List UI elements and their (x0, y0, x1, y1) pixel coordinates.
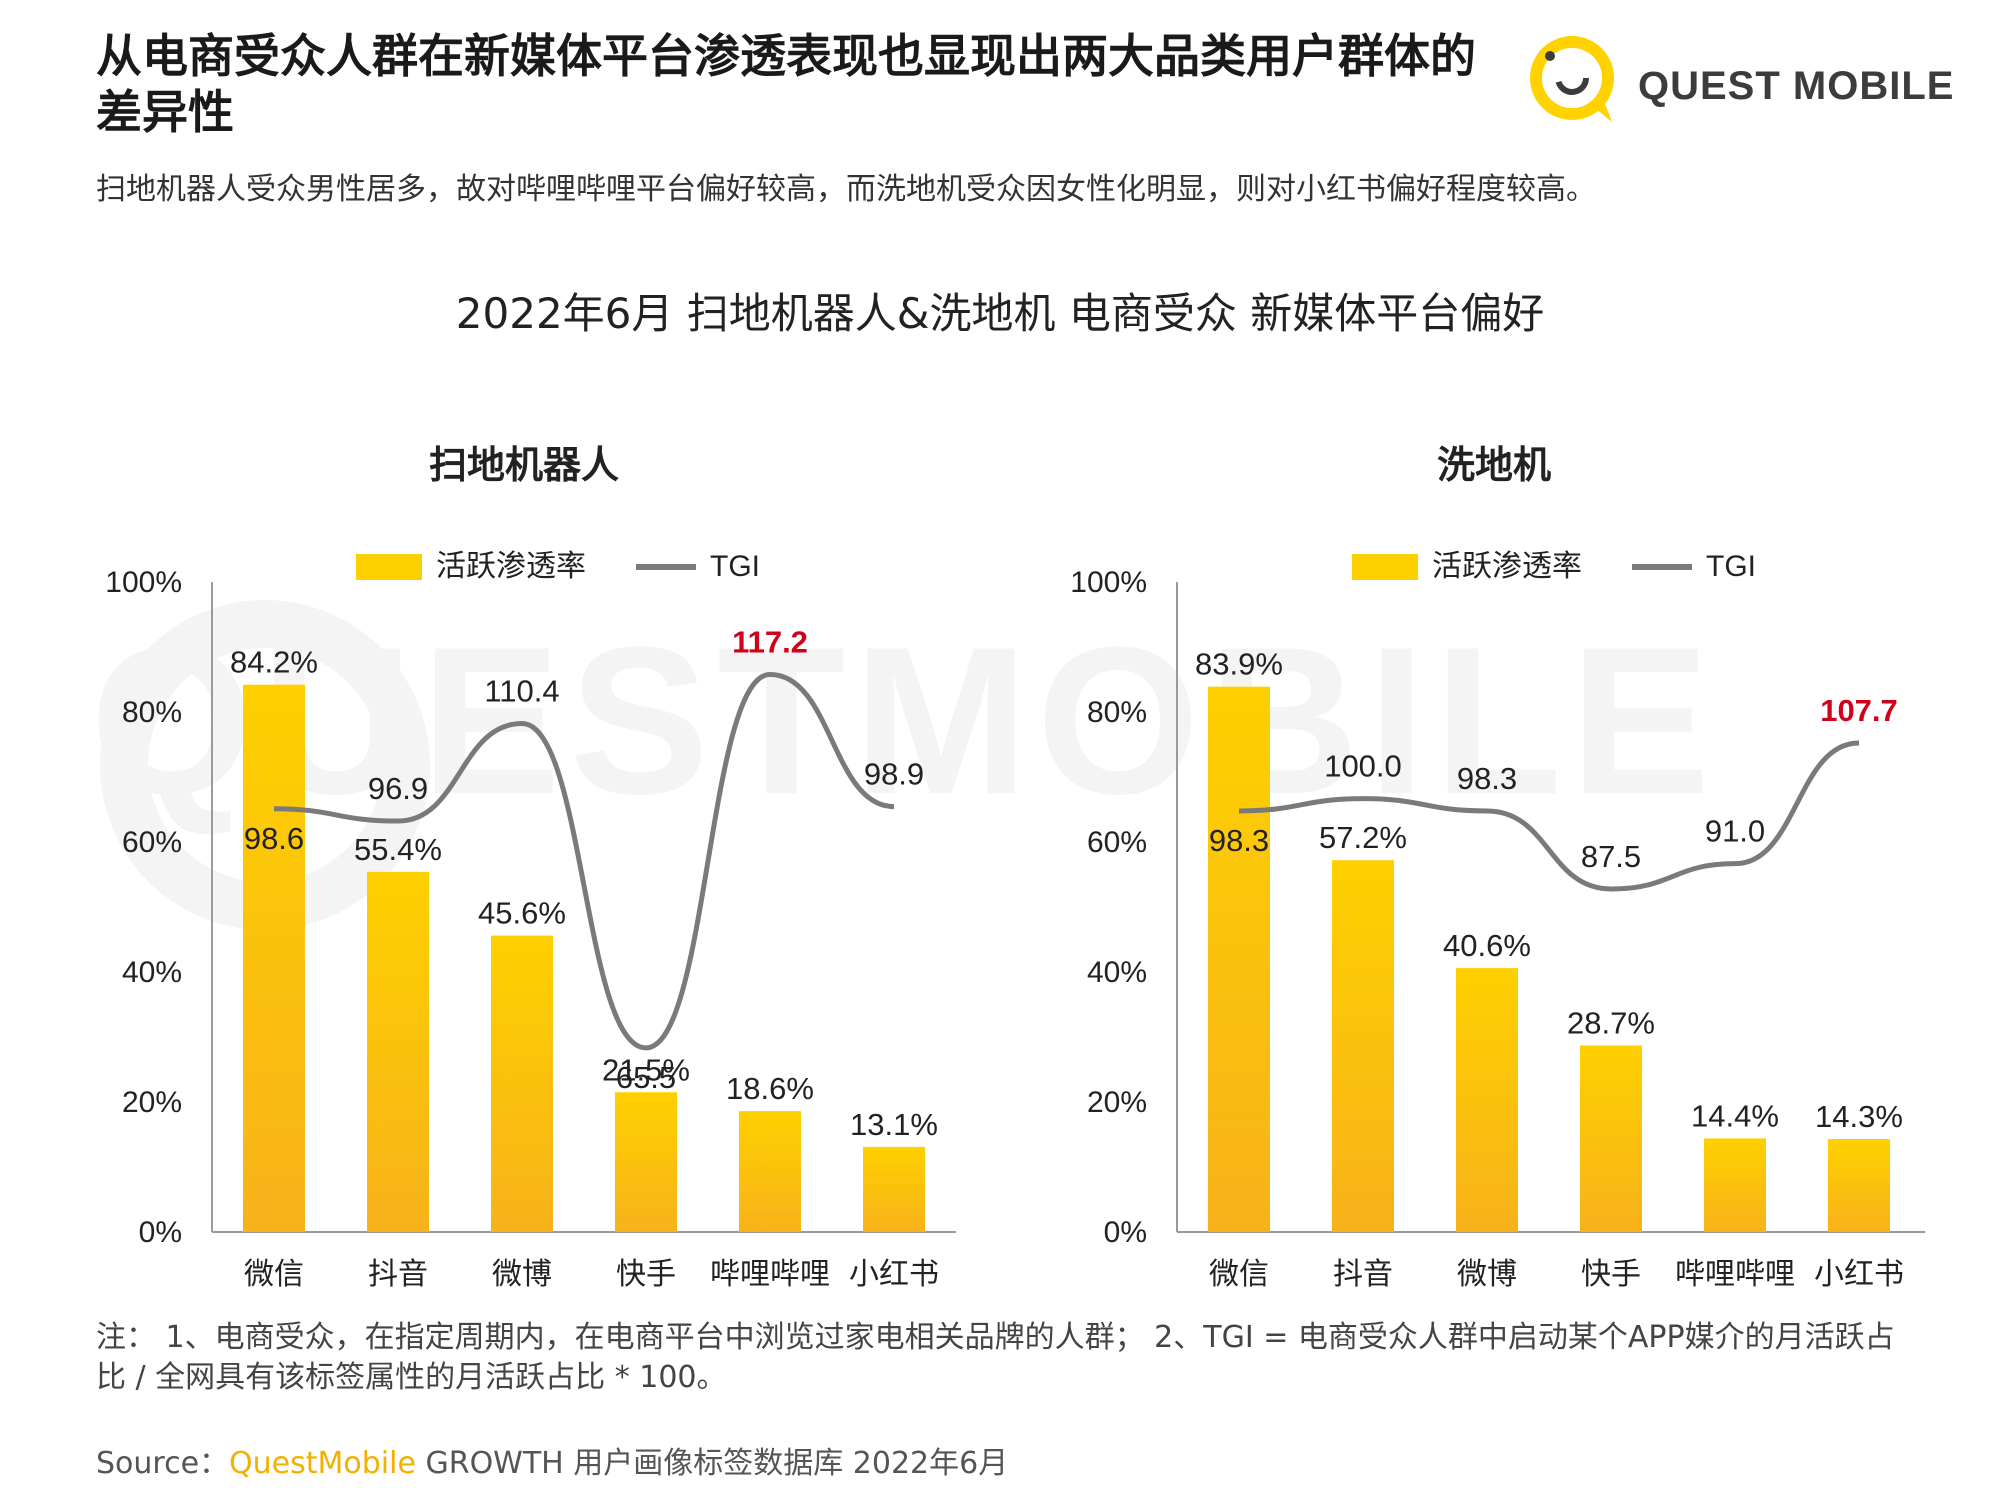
y-tick-label: 20% (1087, 1086, 1147, 1119)
bar-value-label: 83.9% (1195, 647, 1283, 682)
source-brand: QuestMobile (229, 1446, 416, 1481)
footnote: 注： 1、电商受众，在指定周期内，在电商平台中浏览过家电相关品牌的人群； 2、T… (96, 1320, 1895, 1395)
bar (1580, 1045, 1642, 1232)
bar (1208, 686, 1270, 1232)
y-tick-label: 100% (105, 566, 182, 599)
bar (739, 1111, 801, 1232)
bar (1456, 968, 1518, 1232)
bar-value-label: 84.2% (230, 645, 318, 680)
bar-value-label: 14.3% (1815, 1099, 1903, 1134)
y-tick-label: 0% (139, 1216, 182, 1249)
tgi-value-label: 100.0 (1324, 749, 1402, 784)
tgi-value-label: 65.5 (616, 1060, 676, 1095)
tgi-value-label: 96.9 (368, 771, 428, 806)
legend-swatch-bar (356, 554, 422, 580)
bar-value-label: 40.6% (1443, 928, 1531, 963)
x-tick-label: 微博 (492, 1257, 552, 1292)
source-line: Source：QuestMobile GROWTH 用户画像标签数据库 2022… (96, 1438, 1008, 1482)
legend-label-bar: 活跃渗透率 (1432, 549, 1582, 584)
x-tick-label: 小红书 (849, 1257, 939, 1292)
source-prefix: Source： (96, 1446, 230, 1481)
bar-value-label: 18.6% (726, 1071, 814, 1106)
y-tick-label: 60% (122, 826, 182, 859)
bar (1332, 860, 1394, 1232)
bar (615, 1092, 677, 1232)
tgi-value-label: 98.9 (864, 757, 924, 792)
bar (243, 684, 305, 1232)
y-tick-label: 80% (122, 696, 182, 729)
y-tick-label: 0% (1104, 1216, 1147, 1249)
legend-label-line: TGI (1706, 550, 1756, 583)
x-tick-label: 哔哩哔哩 (710, 1257, 830, 1292)
bar-value-label: 57.2% (1319, 820, 1407, 855)
tgi-line (273, 671, 895, 1051)
tgi-value-label-highlight: 107.7 (1820, 693, 1898, 728)
y-tick-label: 20% (122, 1086, 182, 1119)
tgi-value-label: 98.3 (1209, 823, 1269, 858)
legend-label-line: TGI (710, 550, 760, 583)
logo-icon (1530, 36, 1614, 122)
tgi-value-label: 91.0 (1705, 814, 1765, 849)
bar (1828, 1139, 1890, 1232)
y-tick-label: 40% (122, 956, 182, 989)
y-tick-label: 80% (1087, 696, 1147, 729)
panel-title: 扫地机器人 (429, 443, 619, 487)
source-rest: GROWTH 用户画像标签数据库 2022年6月 (415, 1446, 1009, 1481)
tgi-value-label-highlight: 117.2 (732, 624, 808, 659)
chart-main-title: 2022年6月 扫地机器人&洗地机 电商受众 新媒体平台偏好 (455, 289, 1545, 338)
x-tick-label: 抖音 (368, 1257, 428, 1292)
y-tick-label: 100% (1070, 566, 1147, 599)
tgi-value-label: 98.6 (244, 821, 304, 856)
bar (367, 871, 429, 1232)
panel-title: 洗地机 (1437, 443, 1551, 487)
tgi-line (1238, 740, 1860, 892)
tgi-value-label: 110.4 (484, 674, 559, 709)
bar-value-label: 55.4% (354, 832, 442, 867)
y-tick-label: 40% (1087, 956, 1147, 989)
x-tick-label: 微信 (1209, 1257, 1269, 1292)
bar-value-label: 45.6% (478, 896, 566, 931)
tgi-value-label: 87.5 (1581, 839, 1641, 874)
logo: QUEST MOBILE (1520, 26, 1953, 126)
x-tick-label: 小红书 (1814, 1257, 1904, 1292)
bar-value-label: 28.7% (1567, 1005, 1655, 1040)
x-tick-label: 快手 (616, 1257, 676, 1292)
x-tick-label: 哔哩哔哩 (1675, 1257, 1795, 1292)
bar-value-label: 13.1% (850, 1107, 938, 1142)
watermark-text: QUESTMOBILE (90, 603, 1719, 838)
bar (491, 935, 553, 1232)
legend-label-bar: 活跃渗透率 (436, 549, 586, 584)
bar (863, 1146, 925, 1232)
page-title: 从电商受众人群在新媒体平台渗透表现也显现出两大品类用户群体的差异性 (96, 29, 1476, 139)
legend-swatch-bar (1352, 554, 1418, 580)
tgi-value-label: 98.3 (1457, 761, 1517, 796)
bar-value-label: 21.5% (602, 1052, 690, 1087)
x-tick-label: 微博 (1457, 1257, 1517, 1292)
bar (1704, 1138, 1766, 1232)
logo-text: QUEST MOBILE (1638, 64, 1955, 108)
bar-value-label: 14.4% (1691, 1098, 1779, 1133)
x-tick-label: 微信 (244, 1257, 304, 1292)
page-subtitle: 扫地机器人受众男性居多，故对哔哩哔哩平台偏好较高，而洗地机受众因女性化明显，则对… (96, 172, 1596, 207)
x-tick-label: 快手 (1581, 1257, 1641, 1292)
y-tick-label: 60% (1087, 826, 1147, 859)
x-tick-label: 抖音 (1333, 1257, 1393, 1292)
